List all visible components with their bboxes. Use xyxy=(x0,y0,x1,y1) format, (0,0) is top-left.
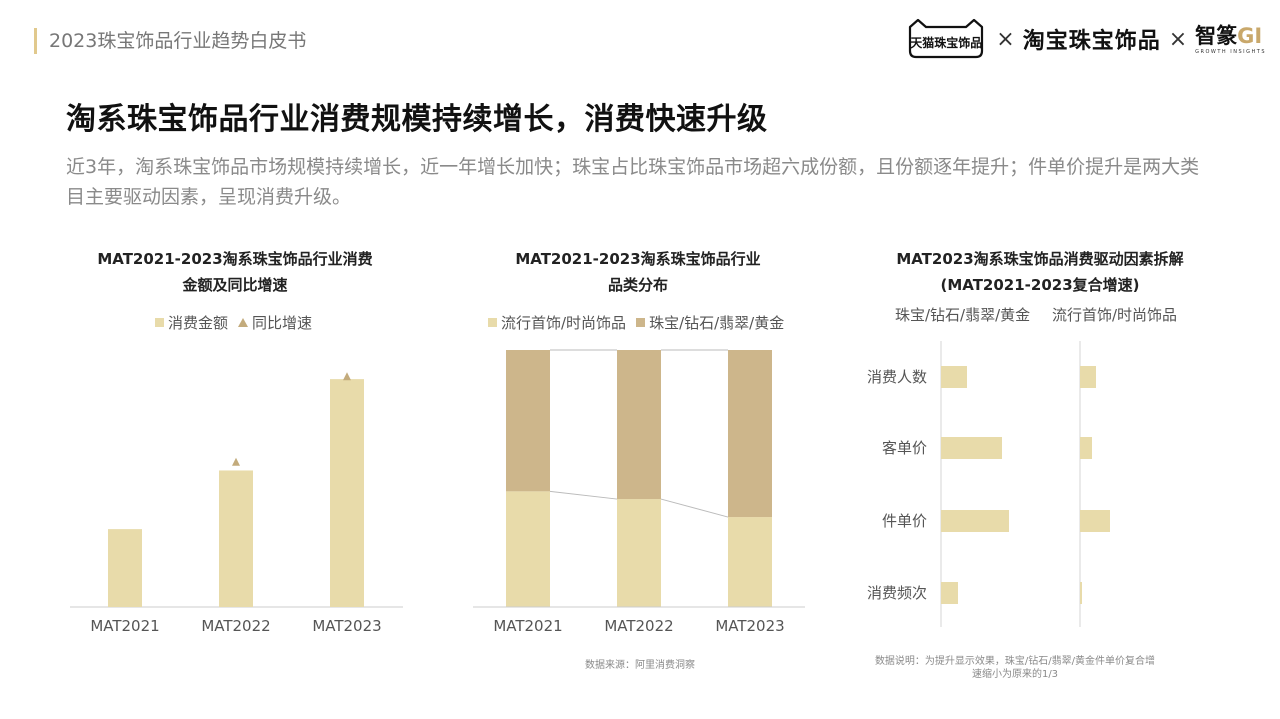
chart2-bar-fashion xyxy=(506,491,550,607)
data-source-note: 数据来源：阿里消费洞察 xyxy=(585,660,695,671)
document-title: 2023珠宝饰品行业趋势白皮书 xyxy=(34,28,306,54)
chart1-legend-growth: 同比增速 xyxy=(238,312,312,333)
footnote-line1: 数据说明：为提升显示效果，珠宝/钻石/翡翠/黄金件单价复合增 xyxy=(874,656,1156,667)
chart2-x-tick-label: MAT2023 xyxy=(715,617,784,635)
tmall-jewelry-logo: 天猫珠宝饰品 xyxy=(904,17,988,61)
chart1-title: MAT2021-2023淘系珠宝饰品行业消费 金额及同比增速 xyxy=(70,246,400,298)
chart2-bar-jewelry xyxy=(506,350,550,492)
chart3-title-line1: MAT2023淘系珠宝饰品消费驱动因素拆解 xyxy=(896,250,1184,268)
chart1-bar xyxy=(219,470,253,607)
zhizuan-logo-text: 智篆 xyxy=(1195,23,1238,48)
chart2-title: MAT2021-2023淘系珠宝饰品行业 品类分布 xyxy=(468,246,808,298)
chart2-bar-jewelry xyxy=(617,350,661,500)
chart2-x-tick-label: MAT2021 xyxy=(493,617,562,635)
tmall-cat-outline-icon xyxy=(909,18,984,59)
chart1-bar xyxy=(108,529,142,607)
chart2-title-line2: 品类分布 xyxy=(607,276,668,294)
chart2-plot: MAT2021 MAT2022 MAT2023 xyxy=(473,349,805,635)
brand-logos: 天猫珠宝饰品 × 淘宝珠宝饰品 × 智篆GI GROWTH INSIGHTS xyxy=(904,14,1266,64)
legend-swatch xyxy=(155,318,164,327)
triangle-marker-icon xyxy=(238,318,249,327)
chart1-legend-amount: 消费金额 xyxy=(155,312,228,333)
page-headline: 淘系珠宝饰品行业消费规模持续增长，消费快速升级 xyxy=(66,102,768,137)
brand-separator: × xyxy=(1168,26,1188,52)
chart3-y-tick-label: 消费人数 xyxy=(867,368,927,386)
chart2-x-tick-label: MAT2022 xyxy=(604,617,673,635)
chart3-title: MAT2023淘系珠宝饰品消费驱动因素拆解 (MAT2021-2023复合增速) xyxy=(870,246,1210,298)
legend-label: 珠宝/钻石/翡翠/黄金 xyxy=(649,314,785,332)
chart3-panel-header-jewelry: 珠宝/钻石/翡翠/黄金 xyxy=(895,306,1031,324)
chart1-title-line1: MAT2021-2023淘系珠宝饰品行业消费 xyxy=(97,250,373,268)
chart1-x-tick-label: MAT2023 xyxy=(312,617,381,635)
chart3-bar-fashion xyxy=(1080,582,1082,604)
chart1-legend: 消费金额 同比增速 xyxy=(155,312,322,333)
legend-swatch xyxy=(636,318,646,327)
data-footnote: 数据说明：为提升显示效果，珠宝/钻石/翡翠/黄金件单价复合增 速缩小为原来的1/… xyxy=(830,655,1200,681)
chart2-bar-fashion xyxy=(728,517,772,607)
tmall-logo-text: 天猫珠宝饰品 xyxy=(910,35,983,50)
chart3-y-tick-label: 客单价 xyxy=(882,439,927,457)
chart1-bar xyxy=(330,379,364,607)
chart1-title-line2: 金额及同比增速 xyxy=(182,276,288,294)
chart3-bar-jewelry xyxy=(941,582,958,604)
chart3-bar-fashion xyxy=(1080,366,1096,388)
legend-label: 同比增速 xyxy=(252,314,313,332)
chart2-legend: 流行首饰/时尚饰品 珠宝/钻石/翡翠/黄金 xyxy=(488,312,794,333)
chart1-x-tick-label: MAT2021 xyxy=(90,617,159,635)
chart3-bar-jewelry xyxy=(941,510,1009,532)
chart2-connector-line xyxy=(660,498,729,518)
chart3-panel-header-fashion: 流行首饰/时尚饰品 xyxy=(1052,306,1178,324)
chart3-y-tick-label: 件单价 xyxy=(882,512,927,530)
chart2-bar-fashion xyxy=(617,499,661,607)
chart2-legend-jewelry: 珠宝/钻石/翡翠/黄金 xyxy=(636,312,784,333)
chart1-x-tick-label: MAT2022 xyxy=(201,617,270,635)
brand-separator: × xyxy=(996,26,1015,52)
page-subtext: 近3年，淘系珠宝饰品市场规模持续增长，近一年增长加快；珠宝占比珠宝饰品市场超六成… xyxy=(66,156,1200,208)
chart2-legend-fashion: 流行首饰/时尚饰品 xyxy=(488,312,626,333)
zhizuan-gi-logo: 智篆GI GROWTH INSIGHTS xyxy=(1195,24,1266,55)
chart3-title-line2: (MAT2021-2023复合增速) xyxy=(940,276,1140,294)
taobao-jewelry-logo: 淘宝珠宝饰品 xyxy=(1022,29,1161,54)
gi-logo-text: GI xyxy=(1237,23,1263,48)
chart1-growth-marker xyxy=(232,457,240,466)
chart2-title-line1: MAT2021-2023淘系珠宝饰品行业 xyxy=(515,250,761,268)
legend-swatch xyxy=(488,318,497,327)
growth-insights-text: GROWTH INSIGHTS xyxy=(1195,48,1266,55)
chart1-plot: MAT2021 MAT2022 MAT2023 xyxy=(70,372,403,635)
legend-label: 流行首饰/时尚饰品 xyxy=(501,314,627,332)
footnote-line2: 速缩小为原来的1/3 xyxy=(971,669,1059,680)
chart3-bar-fashion xyxy=(1080,510,1110,532)
chart3-bar-jewelry xyxy=(941,437,1002,459)
chart2-bar-jewelry xyxy=(728,350,772,518)
chart3-y-tick-label: 消费频次 xyxy=(867,584,927,602)
chart3-bar-jewelry xyxy=(941,366,967,388)
legend-label: 消费金额 xyxy=(168,314,229,332)
chart2-connector-line xyxy=(549,490,618,500)
chart1-growth-marker xyxy=(343,372,351,381)
chart3-bar-fashion xyxy=(1080,437,1092,459)
